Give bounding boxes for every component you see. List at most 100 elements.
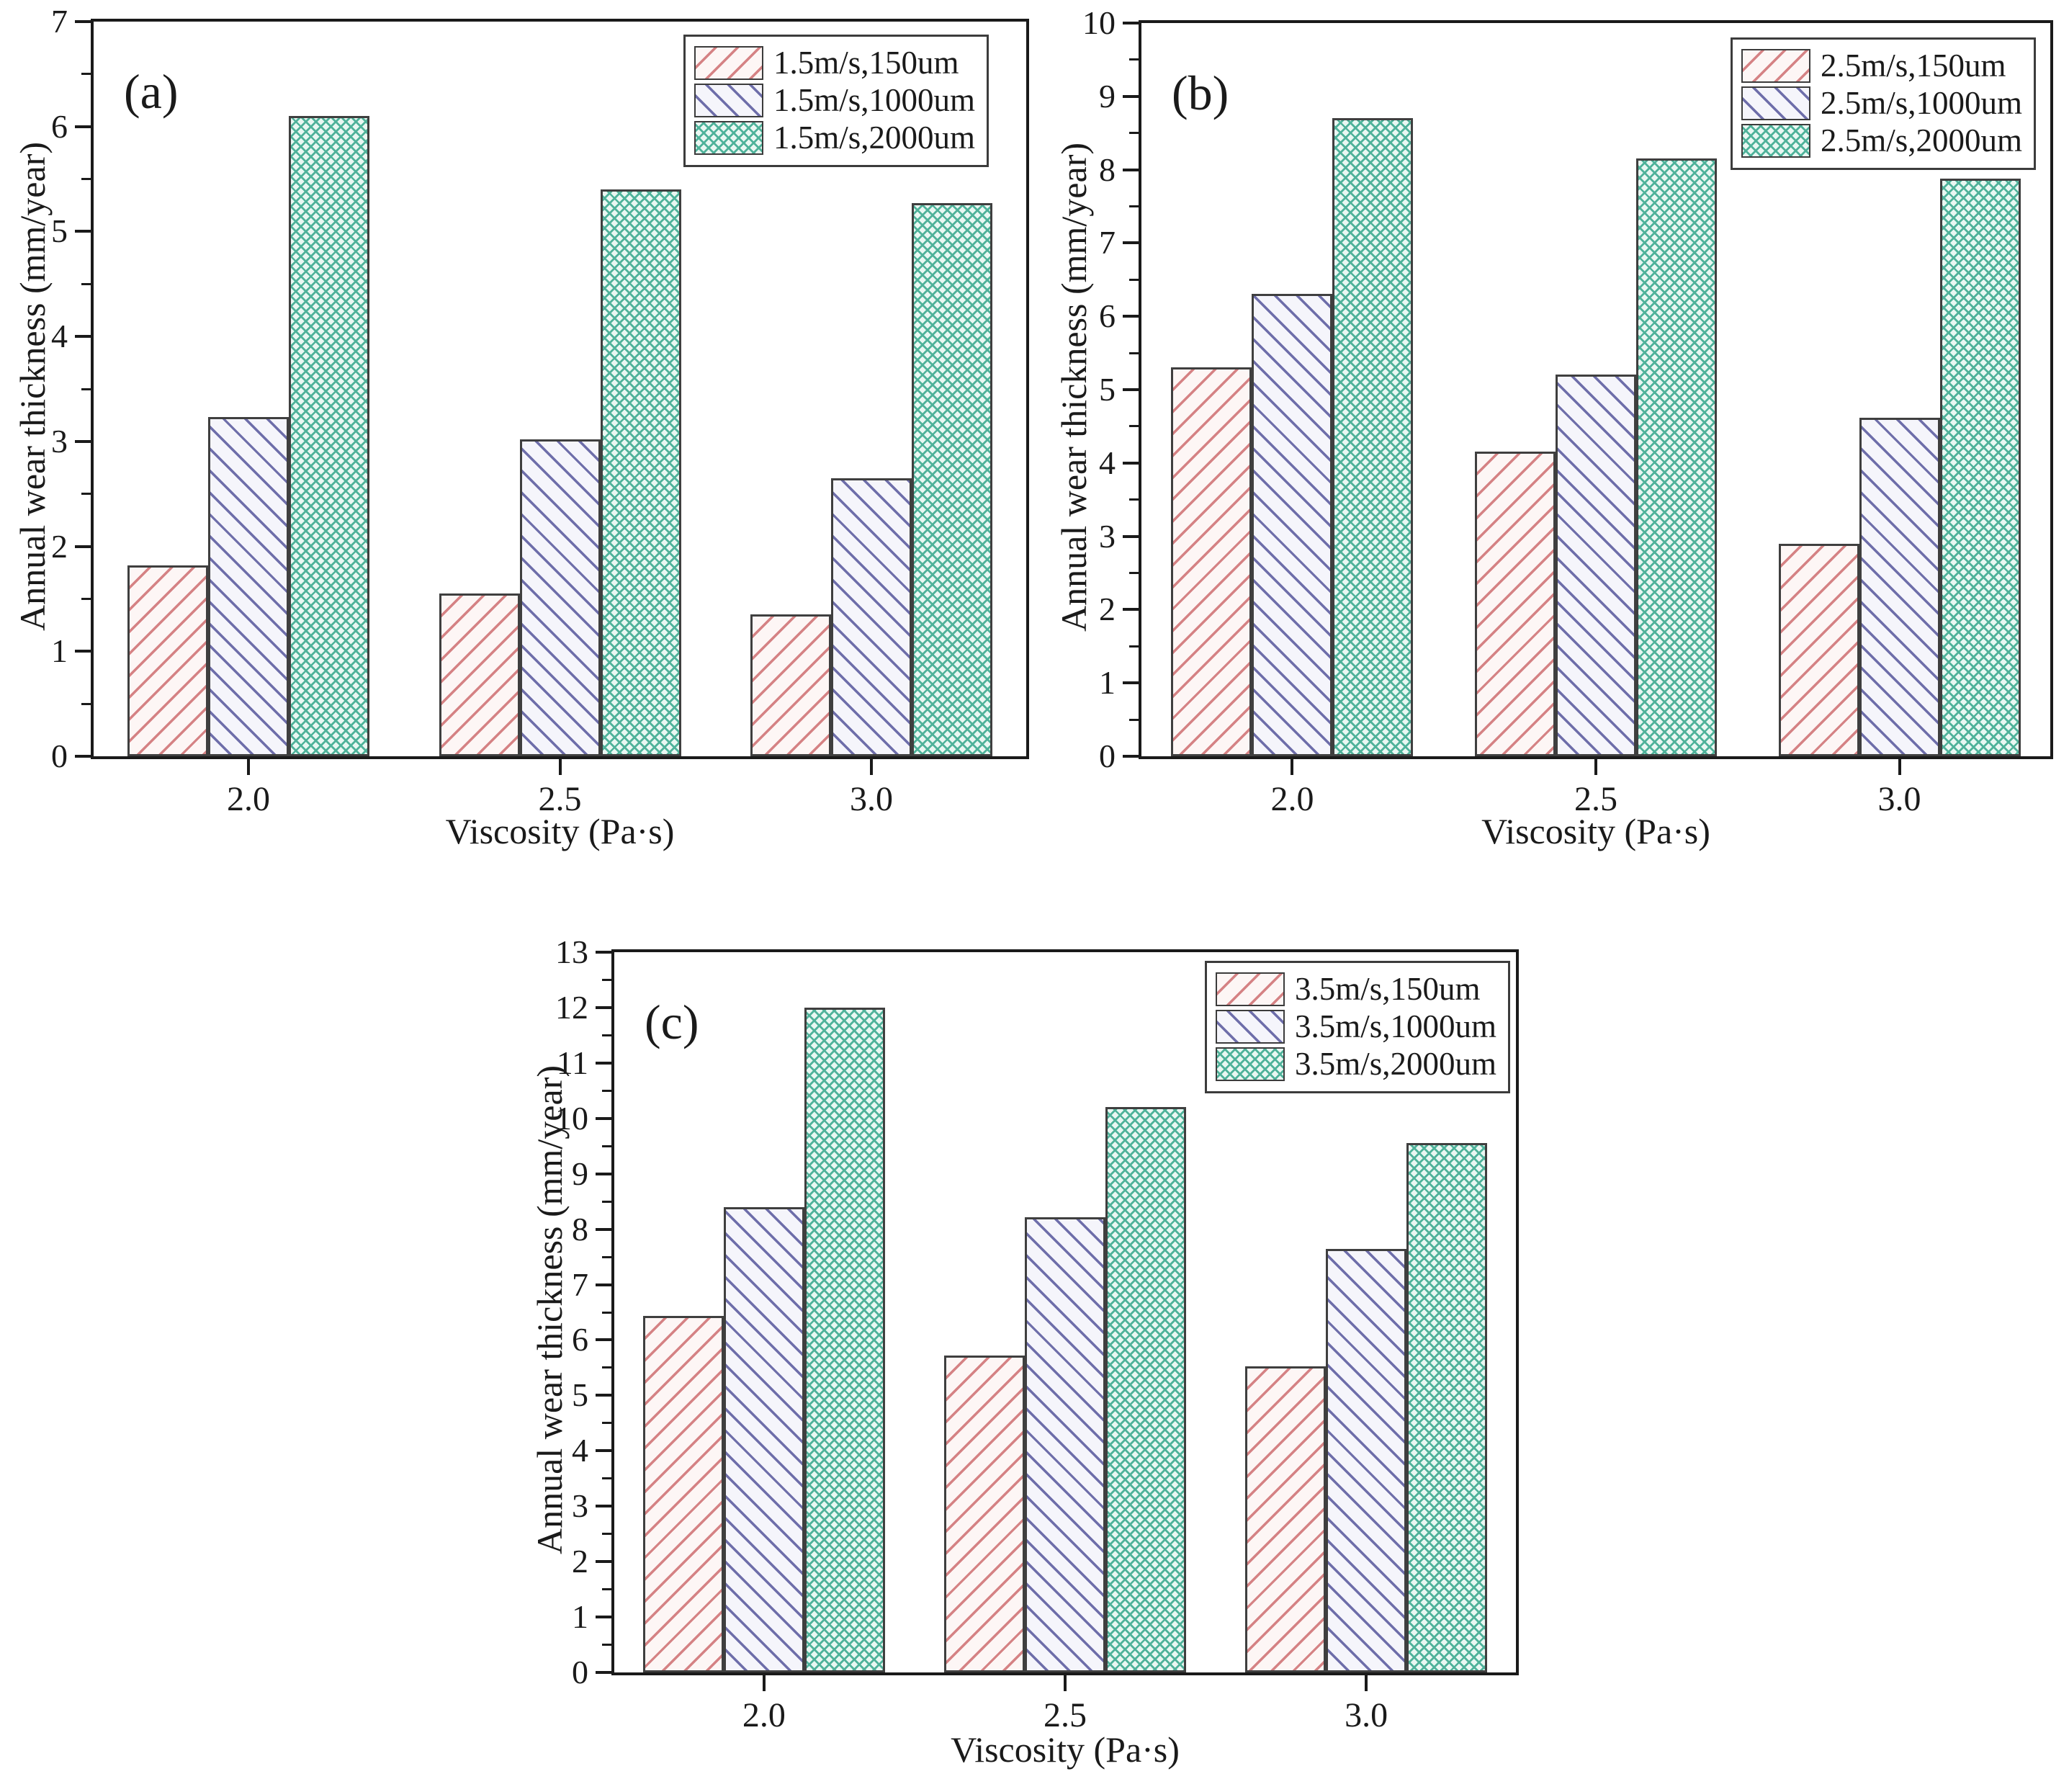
y-tick-label: 6: [51, 107, 68, 145]
y-major-tick: [1123, 608, 1139, 611]
bar-series2-cat3: [1326, 1248, 1407, 1672]
y-major-tick: [1123, 681, 1139, 685]
y-major-tick: [596, 1172, 611, 1175]
x-tick-label: 2.0: [742, 1696, 786, 1734]
y-minor-tick: [602, 1311, 611, 1314]
y-major-tick: [1123, 94, 1139, 98]
y-minor-tick: [1129, 425, 1139, 428]
x-tick-label: 3.0: [1877, 780, 1921, 818]
bar-series1-cat2: [944, 1356, 1025, 1672]
legend-row: 1.5m/s,1000um: [694, 81, 975, 119]
x-major-tick: [1365, 1675, 1368, 1691]
legend-swatch-series3: [1215, 1047, 1285, 1081]
y-minor-tick: [1129, 58, 1139, 61]
legend-label: 2.5m/s,1000um: [1820, 85, 2022, 121]
y-minor-tick: [602, 1255, 611, 1258]
chart-panel-b: Annual wear thickness (mm/year) (b) 2.5m…: [1037, 0, 2069, 897]
bar-series1-cat1: [642, 1316, 724, 1672]
legend-label: 2.5m/s,2000um: [1820, 122, 2022, 158]
y-minor-tick: [1129, 572, 1139, 574]
legend-row: 3.5m/s,150um: [1215, 970, 1496, 1008]
y-minor-tick: [602, 1533, 611, 1536]
y-minor-tick: [602, 1366, 611, 1369]
y-major-tick: [596, 951, 611, 954]
x-major-tick: [1291, 759, 1294, 775]
bar-series3-cat1: [804, 1007, 885, 1672]
y-major-tick: [75, 439, 91, 443]
y-major-tick: [75, 545, 91, 548]
legend-row: 3.5m/s,2000um: [1215, 1045, 1496, 1083]
y-minor-tick: [602, 1588, 611, 1591]
y-tick-label: 10: [1082, 4, 1116, 41]
y-tick-label: 10: [555, 1099, 588, 1137]
y-tick-label: 5: [572, 1376, 588, 1414]
y-major-tick: [1123, 168, 1139, 171]
bar-series2-cat3: [831, 478, 912, 756]
legend: 3.5m/s,150um 3.5m/s,1000um 3.5m/s,2000um: [1204, 961, 1510, 1093]
legend-swatch-series1: [1741, 48, 1810, 83]
y-major-tick: [596, 1061, 611, 1065]
legend-swatch-series1: [1215, 972, 1285, 1006]
y-major-tick: [75, 230, 91, 233]
legend-row: 2.5m/s,2000um: [1741, 122, 2022, 159]
legend-swatch-series3: [1741, 123, 1810, 158]
legend-row: 1.5m/s,2000um: [694, 119, 975, 156]
plot-area-b: (b) 2.5m/s,150um 2.5m/s,1000um 2.5m/s,2000…: [1082, 4, 2053, 818]
x-major-tick: [1064, 1675, 1067, 1691]
bar-series2-cat1: [1252, 293, 1333, 756]
x-tick-label: 2.5: [1574, 780, 1617, 818]
plot-area-a: (a) 1.5m/s,150um 1.5m/s,1000um 1.5m/s,2000…: [51, 3, 1029, 818]
bar-series1-cat3: [750, 614, 832, 756]
y-minor-tick: [602, 978, 611, 981]
x-tick-label: 3.0: [850, 780, 894, 818]
y-minor-tick: [81, 73, 91, 76]
x-axis-title: Viscosity (Pa·s): [951, 1729, 1180, 1770]
y-major-tick: [1123, 534, 1139, 538]
x-major-tick: [558, 759, 562, 775]
y-tick-label: 0: [572, 1654, 588, 1690]
plot-area-c: (c) 3.5m/s,150um 3.5m/s,1000um 3.5m/s,2000…: [555, 933, 1519, 1734]
x-tick-label: 3.0: [1345, 1696, 1388, 1734]
y-major-tick: [596, 1283, 611, 1286]
y-minor-tick: [1129, 718, 1139, 721]
y-major-tick: [75, 650, 91, 653]
y-minor-tick: [1129, 205, 1139, 207]
y-tick-label: 3: [51, 422, 68, 460]
bar-series2-cat2: [519, 439, 601, 756]
y-minor-tick: [602, 1477, 611, 1480]
x-axis-title: Viscosity (Pa·s): [445, 811, 675, 851]
y-major-tick: [596, 1005, 611, 1009]
y-major-tick: [596, 1227, 611, 1231]
y-tick-label: 2: [51, 527, 68, 565]
y-major-tick: [75, 20, 91, 23]
x-tick-label: 2.0: [226, 780, 270, 818]
chart-panel-a: Annual wear thickness (mm/year) (a) 1.5m…: [0, 0, 1033, 897]
legend-label: 3.5m/s,1000um: [1294, 1008, 1496, 1044]
bar-series1-cat2: [439, 593, 520, 756]
y-major-tick: [1123, 22, 1139, 24]
bar-series3-cat2: [1105, 1107, 1186, 1672]
y-major-tick: [75, 755, 91, 758]
bar-series2-cat2: [1556, 374, 1636, 756]
y-major-tick: [1123, 315, 1139, 318]
legend-label: 3.5m/s,2000um: [1294, 1046, 1496, 1082]
x-axis-title: Viscosity (Pa·s): [1481, 811, 1710, 851]
y-tick-label: 4: [572, 1432, 588, 1469]
y-major-tick: [596, 1394, 611, 1397]
y-minor-tick: [602, 1644, 611, 1647]
legend-label: 2.5m/s,150um: [1820, 48, 2006, 84]
y-tick-label: 12: [555, 988, 588, 1026]
y-tick-label: 5: [51, 212, 68, 250]
y-tick-label: 2: [1099, 591, 1116, 628]
y-major-tick: [596, 1116, 611, 1120]
y-tick-label: 8: [1099, 151, 1116, 188]
y-major-tick: [596, 1560, 611, 1564]
y-minor-tick: [1129, 351, 1139, 354]
y-minor-tick: [602, 1089, 611, 1092]
y-tick-label: 6: [572, 1321, 588, 1358]
y-tick-label: 4: [51, 318, 68, 355]
bar-series1-cat1: [1171, 367, 1252, 756]
legend: 1.5m/s,150um 1.5m/s,1000um 1.5m/s,2000um: [683, 35, 989, 167]
y-tick-label: 3: [1099, 517, 1116, 555]
